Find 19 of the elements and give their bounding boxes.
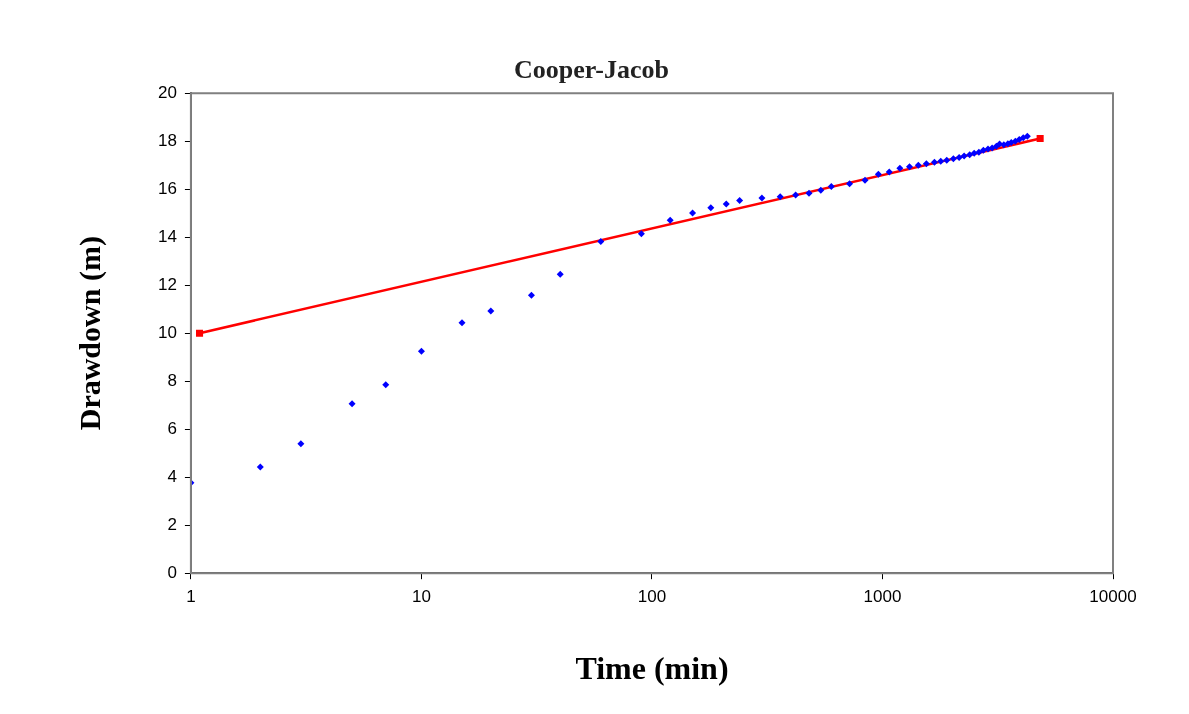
chart-title: Cooper-Jacob bbox=[513, 55, 670, 85]
y-tick-label: 2 bbox=[167, 514, 177, 534]
y-tick-label: 8 bbox=[167, 370, 177, 390]
x-tick-label: 1000 bbox=[863, 587, 902, 607]
y-tick-label: 18 bbox=[157, 130, 177, 150]
y-tick-label: 10 bbox=[157, 322, 177, 342]
y-tick-label: 12 bbox=[157, 274, 177, 294]
x-tick-label: 1 bbox=[186, 587, 196, 607]
y-tick-label: 14 bbox=[157, 226, 177, 246]
y-tick-label: 16 bbox=[157, 178, 177, 198]
x-axis-title: Time (min) bbox=[575, 650, 729, 687]
y-tick-label: 4 bbox=[167, 466, 177, 486]
x-tick-label: 100 bbox=[637, 587, 667, 607]
y-tick-label: 20 bbox=[157, 82, 177, 102]
y-axis-title: Drawdown (m) bbox=[72, 236, 107, 431]
y-tick-label: 6 bbox=[167, 418, 177, 438]
x-tick-label: 10 bbox=[411, 587, 431, 607]
y-tick-label: 0 bbox=[167, 562, 177, 582]
x-tick-label: 10000 bbox=[1089, 587, 1137, 607]
